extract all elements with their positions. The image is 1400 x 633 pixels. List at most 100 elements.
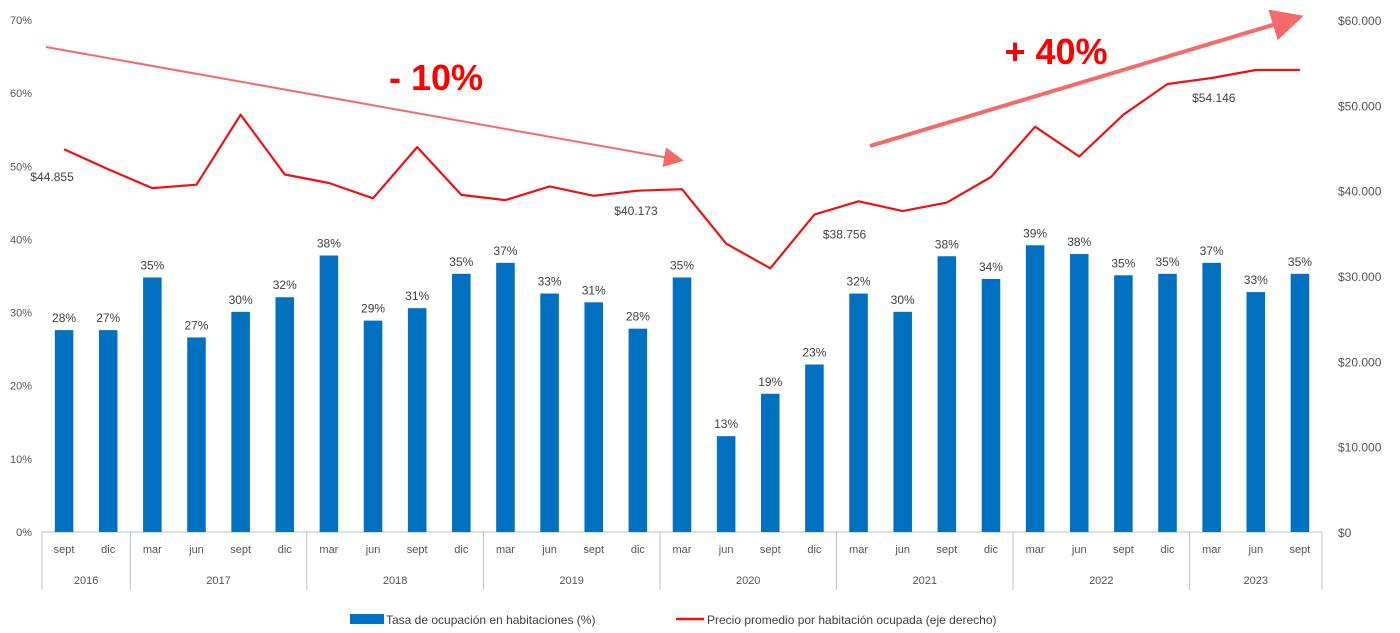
- legend-bar-label: Tasa de ocupación en habitaciones (%): [386, 613, 595, 627]
- bar: [54, 330, 74, 532]
- bar-data-label: 35%: [449, 255, 473, 269]
- bar: [231, 311, 250, 532]
- bar-data-label: 19%: [758, 375, 782, 389]
- x-tick-label: dic: [1160, 544, 1175, 556]
- bar: [584, 302, 603, 532]
- bar-data-label: 38%: [1067, 235, 1091, 249]
- x-tick-label: dic: [807, 544, 822, 556]
- left-axis-tick-label: 0%: [16, 527, 32, 539]
- legend-line-label: Precio promedio por habitación ocupada (…: [707, 613, 997, 627]
- bar-data-label: 35%: [1111, 256, 1135, 270]
- decrease-arrow: [45, 46, 684, 168]
- x-tick-label: jun: [1071, 544, 1087, 556]
- bar: [893, 311, 912, 532]
- bar: [937, 256, 957, 532]
- x-tick-label: mar: [849, 544, 868, 556]
- bar: [1114, 275, 1133, 532]
- bar: [319, 255, 339, 532]
- price-line: [63, 68, 1300, 270]
- left-axis-tick-label: 50%: [10, 161, 32, 173]
- x-tick-label: jun: [1247, 544, 1263, 556]
- year-label: 2018: [383, 575, 407, 587]
- x-tick-label: jun: [188, 544, 204, 556]
- year-label: 2021: [913, 575, 937, 587]
- bar: [1290, 273, 1310, 532]
- bar-data-label: 35%: [1156, 255, 1180, 269]
- x-tick-label: mar: [1026, 544, 1045, 556]
- bar-data-label: 32%: [273, 278, 297, 292]
- left-axis-tick-label: 60%: [10, 88, 32, 100]
- right-axis-tick-label: $0: [1338, 526, 1352, 540]
- increase-annotation: + 40%: [1004, 31, 1107, 72]
- year-label: 2019: [559, 575, 583, 587]
- year-label: 2016: [74, 575, 98, 587]
- bar-data-label: 35%: [1288, 255, 1312, 269]
- bar: [540, 293, 559, 532]
- bar: [1069, 254, 1089, 533]
- bar-data-label: 13%: [714, 417, 738, 431]
- bar-data-label: 34%: [979, 260, 1003, 274]
- x-tick-label: mar: [1202, 544, 1221, 556]
- x-tick-label: sept: [230, 544, 251, 556]
- left-axis-tick-label: 10%: [10, 454, 32, 466]
- bar-data-label: 28%: [52, 311, 76, 325]
- x-tick-label: mar: [143, 544, 162, 556]
- bar-data-label: 30%: [891, 293, 915, 307]
- bar-data-label: 28%: [626, 310, 650, 324]
- x-tick-label: jun: [894, 544, 910, 556]
- bar-data-label: 31%: [405, 289, 429, 303]
- left-axis-tick-label: 40%: [10, 234, 32, 246]
- left-axis-tick-label: 20%: [10, 381, 32, 393]
- year-label: 2017: [206, 575, 230, 587]
- bar: [143, 277, 162, 532]
- bar-data-label: 38%: [935, 237, 959, 251]
- bar: [187, 337, 206, 532]
- x-tick-label: dic: [101, 544, 116, 556]
- bar: [452, 273, 471, 532]
- x-tick-label: jun: [718, 544, 734, 556]
- bar-data-label: 27%: [96, 311, 120, 325]
- price-data-label: $40.173: [614, 204, 658, 218]
- right-axis-tick-label: $40.000: [1338, 185, 1382, 199]
- x-tick-label: jun: [365, 544, 381, 556]
- left-axis-tick-label: 70%: [10, 15, 32, 27]
- bar-data-label: 35%: [140, 258, 164, 272]
- x-tick-label: mar: [496, 544, 515, 556]
- bar-data-label: 30%: [229, 293, 253, 307]
- bar: [1202, 262, 1221, 532]
- bar: [628, 328, 648, 532]
- bar-data-label: 33%: [538, 275, 562, 289]
- bar: [716, 436, 736, 532]
- bar: [1246, 292, 1266, 532]
- x-tick-label: sept: [760, 544, 781, 556]
- bar: [805, 364, 824, 532]
- bar-data-label: 31%: [582, 283, 606, 297]
- right-axis-tick-label: $30.000: [1338, 270, 1382, 284]
- price-data-label: $44.855: [30, 170, 74, 184]
- bar-data-label: 38%: [317, 237, 341, 251]
- x-tick-label: mar: [319, 544, 338, 556]
- bar-data-label: 39%: [1023, 226, 1047, 240]
- right-axis-tick-label: $10.000: [1338, 441, 1382, 455]
- bar-data-label: 33%: [1244, 273, 1268, 287]
- bar: [275, 297, 295, 532]
- x-tick-label: sept: [1113, 544, 1134, 556]
- bar-data-label: 35%: [670, 258, 694, 272]
- increase-arrow: [869, 9, 1304, 148]
- bar: [1158, 273, 1177, 532]
- bar-data-label: 23%: [802, 346, 826, 360]
- x-tick-label: mar: [673, 544, 692, 556]
- bar: [363, 320, 383, 532]
- x-tick-label: jun: [541, 544, 557, 556]
- price-data-label: $38.756: [823, 227, 867, 241]
- bar-data-label: 32%: [847, 275, 871, 289]
- bar: [407, 308, 427, 532]
- right-axis-tick-label: $50.000: [1338, 99, 1382, 113]
- right-axis-tick-label: $20.000: [1338, 355, 1382, 369]
- left-axis-tick-label: 30%: [10, 308, 32, 320]
- x-tick-label: dic: [454, 544, 469, 556]
- bar-data-label: 37%: [493, 244, 517, 258]
- bar-data-label: 27%: [184, 318, 208, 332]
